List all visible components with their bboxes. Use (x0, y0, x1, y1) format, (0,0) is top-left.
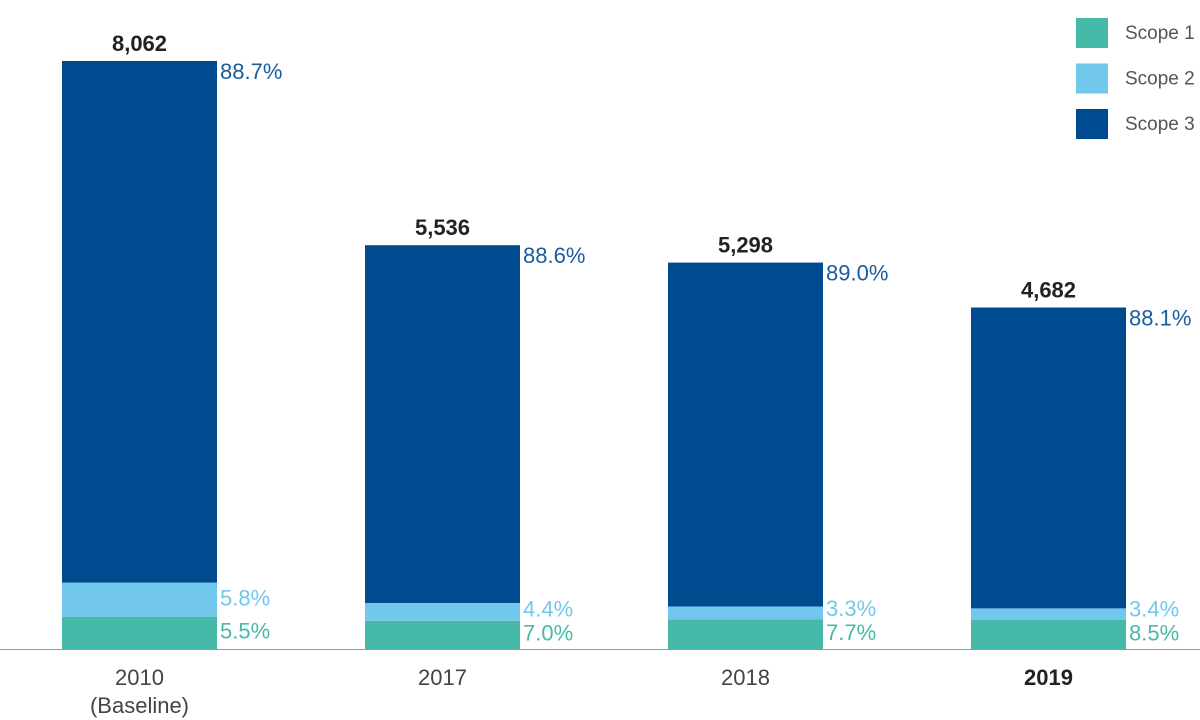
bar-segment (62, 616, 217, 649)
x-tick-label: 2010 (Baseline) (89, 665, 190, 718)
bar-segment (668, 606, 823, 620)
value-label: 3.3% (826, 596, 876, 621)
x-tick-label: 2018 (721, 665, 770, 690)
legend-swatch (1076, 63, 1108, 94)
total-label: 4,682 (1021, 277, 1076, 302)
bar-segment (971, 307, 1126, 609)
value-label: 8.5% (1129, 620, 1179, 645)
value-label: 7.7% (826, 620, 876, 645)
bar-segment (971, 608, 1126, 620)
total-label: 5,298 (718, 232, 773, 257)
bar-segment (668, 262, 823, 607)
total-label: 8,062 (112, 31, 167, 56)
bar-segment (365, 620, 520, 649)
legend-swatch (1076, 18, 1108, 48)
bar-segment (971, 619, 1126, 649)
value-label: 3.4% (1129, 596, 1179, 621)
value-label: 5.8% (220, 585, 270, 610)
legend-label: Scope 1 (1125, 23, 1195, 44)
x-tick-label: 2019 (1024, 665, 1073, 690)
legend-label: Scope 2 (1125, 69, 1195, 90)
value-label: 88.6% (523, 243, 585, 268)
total-label: 5,536 (415, 215, 470, 240)
value-label: 89.0% (826, 260, 888, 285)
legend-label: Scope 3 (1125, 114, 1195, 135)
bar-segment (62, 582, 217, 617)
value-label: 7.0% (523, 621, 573, 646)
value-label: 4.4% (523, 597, 573, 622)
value-label: 88.1% (1129, 305, 1191, 330)
bar-segment (62, 61, 217, 583)
legend-swatch (1076, 109, 1108, 139)
x-tick-label: 2017 (418, 665, 467, 690)
bar-segment (365, 602, 520, 621)
value-label: 88.7% (220, 59, 282, 84)
bar-segment (668, 619, 823, 649)
value-label: 5.5% (220, 619, 270, 644)
bar-segment (365, 245, 520, 603)
